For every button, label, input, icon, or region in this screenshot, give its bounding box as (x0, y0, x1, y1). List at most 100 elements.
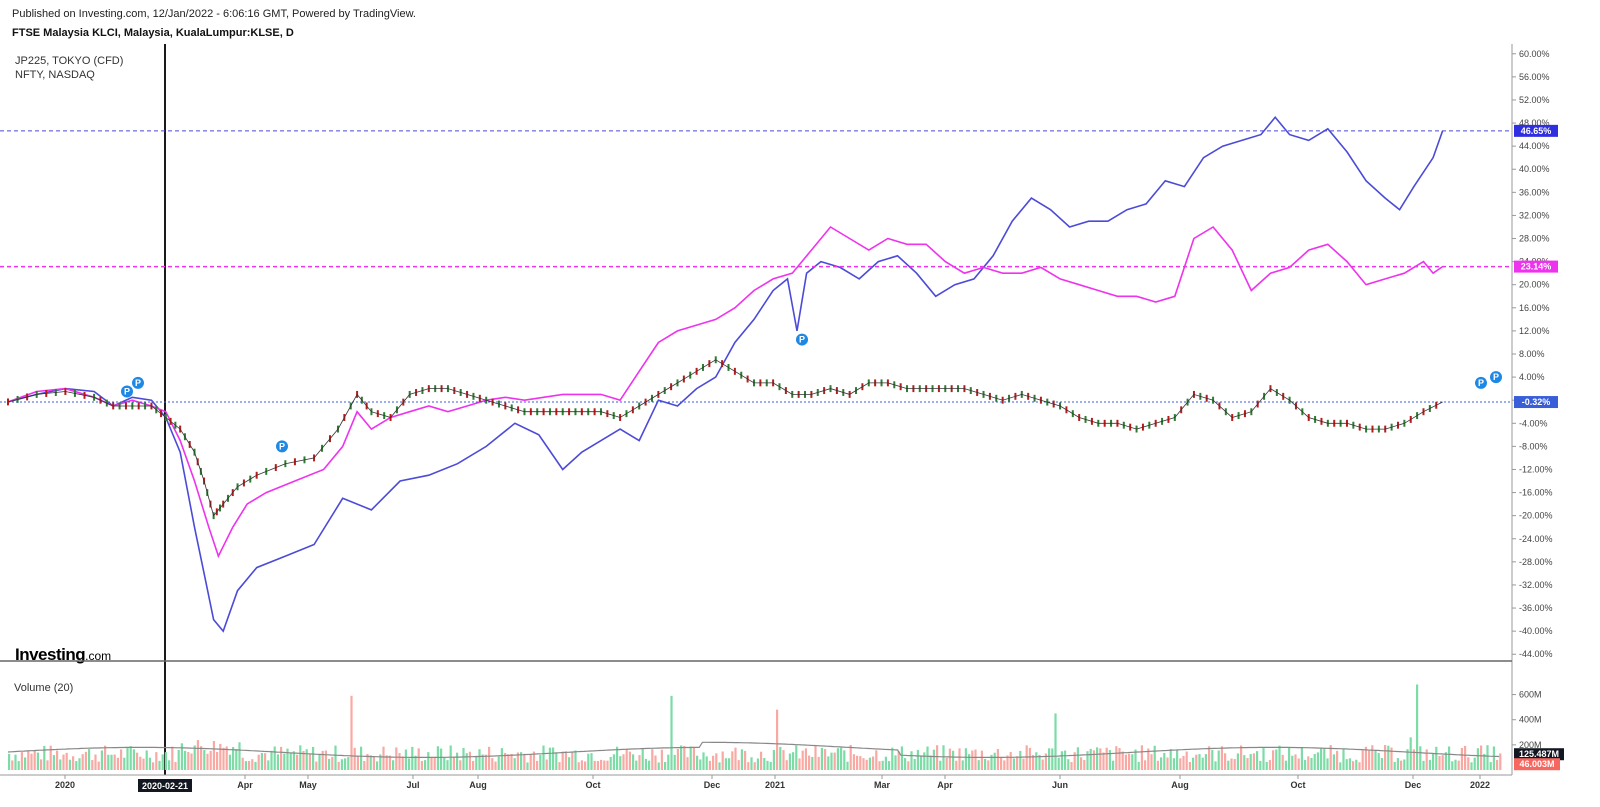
volume-bar (190, 753, 193, 770)
volume-bar (878, 761, 881, 770)
volume-bar (286, 748, 289, 770)
volume-bar (430, 757, 433, 770)
volume-bar (1393, 761, 1396, 770)
volume-bar (1371, 745, 1374, 770)
volume-bar (628, 751, 631, 770)
investing-logo: Investing.com (15, 645, 111, 665)
volume-bar (619, 756, 622, 770)
y-tick-label: 16.00% (1519, 303, 1550, 313)
volume-bar (526, 762, 529, 770)
logo-wordmark: Investing (15, 645, 86, 664)
volume-bar (366, 753, 369, 770)
volume-bar (692, 747, 695, 770)
volume-bar (1384, 745, 1387, 770)
y-tick-label: -44.00% (1519, 649, 1553, 659)
volume-bar (635, 760, 638, 770)
volume-bar (1480, 745, 1483, 770)
volume-bar (219, 743, 222, 770)
volume-bar (987, 760, 990, 770)
event-p-icon[interactable]: P (1475, 376, 1487, 389)
y-tick-label: 32.00% (1519, 210, 1550, 220)
volume-bar (836, 748, 839, 770)
volume-bar (660, 749, 663, 770)
event-p-icon[interactable]: P (121, 385, 133, 398)
volume-bar (961, 760, 964, 770)
volume-bar (468, 751, 471, 770)
volume-bar (747, 762, 750, 770)
volume-bar (1166, 757, 1169, 770)
volume-bar (616, 746, 619, 770)
volume-bar (500, 748, 503, 770)
volume-bar (932, 749, 935, 770)
volume-bar (782, 750, 785, 770)
volume-bar (856, 755, 859, 770)
volume-bar (126, 747, 129, 770)
volume-bar (456, 752, 459, 770)
volume-bar (996, 749, 999, 770)
volume-bar (1313, 754, 1316, 770)
volume-bar (1083, 759, 1086, 770)
x-tick-label: Apr (937, 780, 953, 790)
volume-bar (270, 750, 273, 770)
volume-bar (155, 752, 158, 770)
volume-bar (395, 747, 398, 770)
volume-bar (846, 761, 849, 770)
volume-bar (369, 755, 372, 770)
volume-bar (1304, 759, 1307, 770)
volume-bar (484, 754, 487, 770)
x-tick-label: Dec (704, 780, 721, 790)
nfty-line[interactable] (7, 116, 1444, 633)
volume-bar (174, 762, 177, 770)
volume-bar (728, 758, 731, 770)
volume-bar (299, 745, 302, 770)
volume-bar (545, 759, 548, 770)
volume-bar (587, 753, 590, 770)
volume-bar (1246, 758, 1249, 770)
volume-bar (1115, 746, 1118, 770)
event-p-icon[interactable]: P (1490, 371, 1502, 384)
volume-bar (33, 750, 36, 770)
volume-bar (251, 759, 254, 770)
volume-bar (1204, 754, 1207, 770)
volume-bar (1144, 760, 1147, 770)
volume-bar (472, 760, 475, 770)
volume-bar (1137, 761, 1140, 770)
volume-bar (360, 746, 363, 770)
jp225-line[interactable] (7, 225, 1444, 559)
event-p-icon[interactable]: P (276, 440, 288, 453)
volume-bar (929, 755, 932, 770)
volume-bar (1163, 752, 1166, 770)
volume-bar (942, 745, 945, 770)
volume-bar (1256, 751, 1259, 770)
volume-bar (209, 750, 212, 770)
volume-bar (1134, 749, 1137, 770)
volume-bar (1201, 757, 1204, 770)
klci-line[interactable] (7, 359, 1443, 517)
volume-bar (1188, 761, 1191, 770)
volume-bar (196, 740, 199, 770)
volume-bar (779, 746, 782, 770)
volume-bar (1425, 749, 1428, 770)
volume-bar (603, 760, 606, 770)
volume-bar (1172, 758, 1175, 770)
volume-bar (571, 751, 574, 770)
event-p-icon[interactable]: P (796, 333, 808, 346)
volume-bar (206, 753, 209, 770)
volume-bar (1150, 754, 1153, 770)
volume-bar (1214, 761, 1217, 770)
volume-bar (763, 757, 766, 770)
volume-bar (1044, 753, 1047, 770)
volume-bar (1396, 758, 1399, 770)
volume-bar (683, 746, 686, 770)
volume-bar (65, 752, 68, 770)
volume-last-tag (1514, 758, 1560, 771)
event-p-circle (796, 333, 808, 346)
percent-axis: 60.00% 56.00% 52.00% 48.00% 44.00% 40.00% 36.0… (1512, 49, 1564, 771)
event-p-icon[interactable]: P (132, 376, 144, 389)
volume-bar (1051, 748, 1054, 770)
volume-bar (235, 748, 238, 770)
volume-pane[interactable] (7, 684, 1502, 770)
volume-bar (817, 756, 820, 770)
